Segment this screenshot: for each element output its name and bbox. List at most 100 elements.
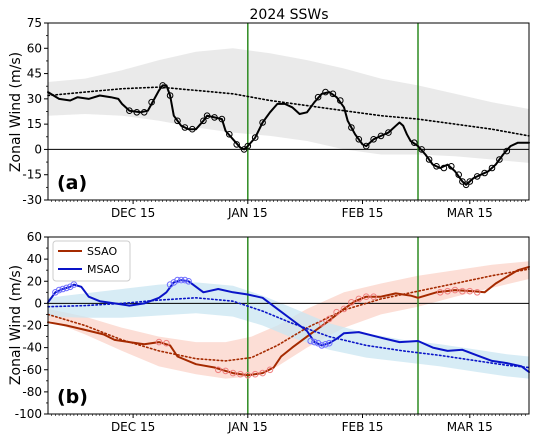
ssao-marker xyxy=(244,372,252,379)
msao-marker xyxy=(174,276,181,284)
legend-label-msao: MSAO xyxy=(87,263,120,276)
series-marker xyxy=(488,164,496,172)
series-marker xyxy=(226,131,233,138)
y-tick-label: -40 xyxy=(22,341,42,355)
msao-marker xyxy=(59,285,67,293)
series-marker xyxy=(496,156,503,163)
y-tick-label: 60 xyxy=(27,41,42,55)
ssao-marker xyxy=(348,299,355,306)
event-lines-b xyxy=(247,237,419,414)
series-marker xyxy=(329,90,337,98)
ssao-marker xyxy=(251,370,259,378)
series-marker xyxy=(440,164,448,172)
ssao-marker xyxy=(340,305,348,313)
series-marker xyxy=(337,97,344,104)
msao-marker xyxy=(322,341,329,348)
series-marker xyxy=(244,142,252,150)
ssao-marker xyxy=(436,289,444,296)
series-marker xyxy=(200,117,207,125)
ssao-marker xyxy=(451,286,459,294)
ssao-marker xyxy=(333,308,340,316)
series-marker xyxy=(473,173,481,180)
x-tick-label: MAR 15 xyxy=(447,206,493,220)
series-marker xyxy=(314,93,322,101)
msao-marker xyxy=(177,276,185,284)
series-markers-a xyxy=(126,82,511,189)
y-tick-label: 30 xyxy=(27,92,42,106)
series-marker xyxy=(159,82,166,89)
panel-label-a: (a) xyxy=(57,172,87,194)
series-marker xyxy=(126,107,133,114)
y-tick-label: 20 xyxy=(27,274,42,288)
msao-marker xyxy=(311,338,318,346)
series-marker xyxy=(189,125,196,133)
y-axis-ticks-a: -30 -15 0 15 30 45 60 75 xyxy=(22,16,48,207)
legend-label-ssao: SSAO xyxy=(87,245,118,258)
ssao-marker xyxy=(473,289,481,296)
series-marker xyxy=(174,117,181,125)
series-marker xyxy=(466,178,474,185)
y-axis-label-b: Zonal Wind (m/s) xyxy=(8,265,24,385)
series-marker xyxy=(140,109,148,116)
y-axis-label-a: Zonal Wind (m/s) xyxy=(8,52,24,172)
x-tick-label: JAN 15 xyxy=(227,420,268,434)
series-marker xyxy=(166,92,174,99)
ssao-marker xyxy=(318,320,326,327)
series-marker xyxy=(348,124,355,131)
ssao-marker xyxy=(444,287,451,295)
band-1 xyxy=(48,282,529,379)
x-axis-ticks-a: DEC 15 JAN 15 FEB 15 MAR 15 xyxy=(51,200,526,220)
x-tick-label: FEB 15 xyxy=(342,206,384,220)
y-tick-label: 0 xyxy=(34,142,42,156)
series-2-mean-line xyxy=(47,268,530,362)
panel-a: 2024 SSWs Zonal Wind (m/s) -30 -15 0 15 30 45… xyxy=(8,7,530,220)
series-1-mean-line xyxy=(47,86,530,137)
series-marker xyxy=(133,109,141,116)
series-marker xyxy=(455,171,463,178)
y-tick-label: -100 xyxy=(15,407,42,421)
ssao-marker xyxy=(222,367,229,375)
series-lines-a xyxy=(47,84,530,186)
y-tick-label: -30 xyxy=(22,193,42,207)
y-axis-ticks-b: -100 -80 -60 -40 -20 0 20 40 60 xyxy=(15,230,48,421)
y-tick-label: -15 xyxy=(22,168,42,182)
msao-marker xyxy=(181,276,189,284)
series-marker xyxy=(181,124,189,131)
series-marker xyxy=(218,115,226,123)
ssao-marker xyxy=(259,369,266,377)
series-marker xyxy=(418,146,426,153)
series-marker xyxy=(370,136,377,143)
y-tick-label: 0 xyxy=(34,296,42,310)
y-tick-label: 60 xyxy=(27,230,42,244)
ssao-marker xyxy=(370,293,377,301)
x-tick-label: FEB 15 xyxy=(342,420,384,434)
msao-marker xyxy=(325,339,333,347)
x-tick-label: DEC 15 xyxy=(111,206,155,220)
x-tick-label: JAN 15 xyxy=(227,206,268,220)
ssao-marker xyxy=(237,370,244,378)
series-3-mean-line xyxy=(47,297,530,369)
series-marker xyxy=(385,129,392,136)
y-tick-label: -20 xyxy=(22,319,42,333)
x-tick-label: DEC 15 xyxy=(111,420,155,434)
ssao-marker xyxy=(459,287,466,295)
msao-line xyxy=(47,279,530,373)
ssao-marker xyxy=(355,295,363,303)
series-marker xyxy=(448,163,455,170)
y-tick-label: 15 xyxy=(27,117,42,131)
ssao-marker xyxy=(266,366,274,374)
x-tick-label: MAR 15 xyxy=(447,420,493,434)
msao-marker xyxy=(185,278,192,285)
series-marker xyxy=(251,134,259,141)
series-marker xyxy=(481,169,488,177)
series-marker xyxy=(503,147,511,155)
ssao-marker xyxy=(362,293,370,301)
x-axis-ticks-b: DEC 15 JAN 15 FEB 15 MAR 15 xyxy=(51,414,526,434)
series-marker xyxy=(148,98,155,106)
msao-marker xyxy=(55,286,63,294)
msao-marker xyxy=(307,337,315,345)
msao-marker xyxy=(63,284,70,292)
y-tick-label: 45 xyxy=(27,67,42,81)
ssao-marker xyxy=(466,287,474,295)
